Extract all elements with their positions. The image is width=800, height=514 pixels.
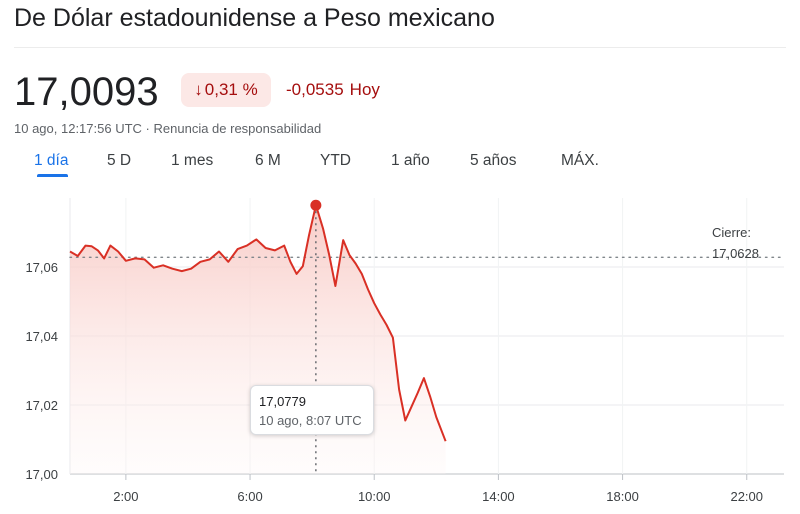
hover-tooltip: 17,0779 10 ago, 8:07 UTC — [250, 385, 374, 435]
x-tick-label: 2:00 — [113, 489, 138, 504]
tab-ytd[interactable]: YTD — [320, 152, 351, 169]
change-absolute: -0,0535 Hoy — [286, 80, 380, 100]
x-tick-label: 18:00 — [606, 489, 639, 504]
change-percent: 0,31 % — [204, 80, 258, 99]
x-tick-label: 6:00 — [237, 489, 262, 504]
x-tick-label: 22:00 — [730, 489, 763, 504]
meta-separator: · — [145, 121, 150, 136]
timestamp-row: 10 ago, 12:17:56 UTC · Renuncia de respo… — [14, 121, 321, 136]
previous-close-value: 17,0628 — [712, 246, 759, 261]
tooltip-time: 10 ago, 8:07 UTC — [259, 413, 362, 428]
tab-1-year[interactable]: 1 año — [391, 152, 430, 169]
tab-max[interactable]: MÁX. — [561, 152, 599, 169]
disclaimer-link[interactable]: Renuncia de responsabilidad — [153, 121, 322, 136]
timestamp: 10 ago, 12:17:56 UTC — [14, 121, 142, 136]
hover-point — [310, 199, 322, 211]
range-tabs: 1 día 5 D 1 mes 6 M YTD 1 año 5 años MÁX… — [0, 150, 800, 180]
tooltip-value: 17,0779 — [259, 394, 306, 409]
y-tick-label: 17,00 — [25, 467, 58, 482]
price-series-line[interactable] — [69, 204, 447, 442]
tab-6-months[interactable]: 6 M — [255, 152, 281, 169]
tab-1-day[interactable]: 1 día — [34, 152, 69, 169]
change-period: Hoy — [349, 80, 380, 99]
page-title: De Dólar estadounidense a Peso mexicano — [14, 4, 495, 32]
price-chart[interactable]: 17,00 17,02 17,04 17,06 2:00 6:00 10:00 14:00 18… — [0, 190, 800, 514]
y-tick-label: 17,02 — [25, 398, 58, 413]
change-absolute-value: -0,0535 — [286, 80, 344, 99]
tab-1-month[interactable]: 1 mes — [171, 152, 214, 169]
previous-close-label: Cierre: — [712, 225, 751, 240]
y-tick-label: 17,06 — [25, 260, 58, 275]
title-divider — [14, 47, 786, 48]
y-tick-label: 17,04 — [25, 329, 58, 344]
x-tick-label: 10:00 — [358, 489, 391, 504]
down-arrow-icon: ↓ — [194, 80, 203, 99]
active-tab-indicator — [37, 174, 68, 177]
tab-5-days[interactable]: 5 D — [107, 152, 132, 169]
tab-5-years[interactable]: 5 años — [470, 152, 517, 169]
change-percent-badge: ↓ 0,31 % — [181, 73, 271, 107]
current-price: 17,0093 — [14, 70, 159, 114]
x-tick-label: 14:00 — [482, 489, 515, 504]
